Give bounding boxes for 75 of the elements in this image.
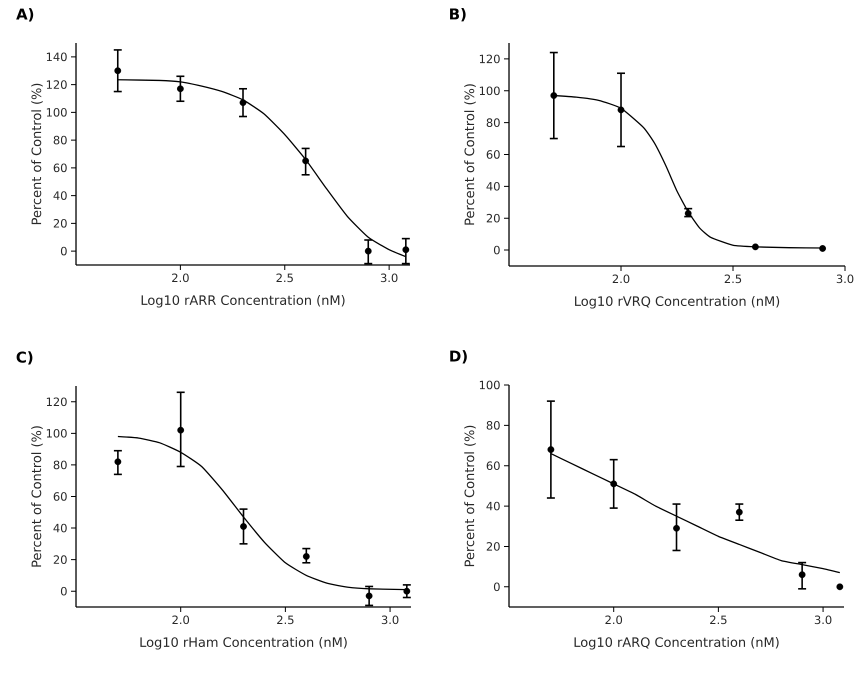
y-axis-title: Percent of Control (%) (464, 426, 476, 566)
chart-title: B) (450, 8, 466, 22)
point (752, 243, 759, 250)
point (684, 210, 692, 217)
y-tick-label: 80 (486, 118, 500, 127)
y-tick-label: 100 (46, 108, 67, 117)
y-axis-title: Percent of Control (%) (31, 426, 43, 567)
x-axis-title: Log10 rARQ Concentration (nM) (574, 637, 779, 650)
point (610, 480, 618, 488)
x-tick-label: 2.0 (172, 274, 189, 282)
y-tick-label: 80 (486, 421, 500, 430)
point (836, 583, 844, 590)
x-tick-label: 3.0 (836, 274, 854, 284)
y-tick-label: 140 (46, 52, 67, 62)
point (364, 248, 372, 254)
y-axis-title: Percent of Control (%) (464, 84, 476, 225)
y-tick-label: 40 (53, 524, 67, 532)
x-tick-label: 3.0 (382, 616, 398, 624)
y-tick-label: 100 (46, 429, 67, 438)
x-tick-label: 2.0 (172, 616, 190, 624)
y-tick-label: 20 (486, 214, 500, 223)
x-tick-label: 2.5 (724, 274, 742, 284)
y-tick-label: 20 (54, 219, 67, 228)
point (302, 158, 310, 164)
chart-title: C) (16, 351, 32, 365)
y-tick-label: 60 (54, 164, 67, 172)
y-tick-label: 60 (486, 461, 500, 470)
y-tick-label: 40 (53, 191, 67, 200)
point (547, 446, 554, 453)
x-tick-label: 2.0 (612, 274, 630, 284)
point (177, 426, 184, 434)
y-tick-label: 120 (46, 80, 67, 89)
y-tick-label: 20 (54, 555, 67, 564)
point (114, 67, 122, 74)
chart-title: A) (16, 8, 34, 22)
x-tick-label: 3.0 (380, 274, 398, 282)
y-tick-label: 0 (60, 586, 67, 596)
y-tick-label: 80 (54, 136, 67, 144)
point (176, 85, 184, 92)
x-axis-title: Log10 rVRQ Concentration (nM) (575, 296, 780, 309)
point (402, 246, 410, 254)
point (673, 524, 680, 532)
point (798, 571, 806, 578)
point (550, 92, 558, 99)
point (618, 106, 624, 114)
y-tick-label: 0 (494, 246, 500, 254)
x-tick-label: 3.0 (814, 616, 832, 624)
y-tick-label: 60 (486, 150, 500, 159)
point (302, 553, 310, 560)
y-tick-label: 0 (60, 246, 67, 256)
chart-title: D) (450, 350, 467, 364)
point (819, 245, 826, 252)
x-tick-label: 2.5 (276, 274, 293, 282)
point (114, 458, 122, 466)
point (366, 592, 373, 600)
y-tick-label: 60 (54, 492, 67, 501)
x-tick-label: 2.0 (605, 616, 622, 624)
y-axis-title: Percent of Control (%) (31, 84, 43, 224)
point (240, 99, 246, 106)
x-axis-title: Log10 rARR Concentration (nM) (142, 295, 345, 308)
y-tick-label: 80 (54, 460, 67, 470)
y-tick-label: 120 (480, 54, 500, 64)
y-tick-label: 20 (486, 542, 500, 551)
y-tick-label: 100 (480, 86, 500, 96)
y-tick-label: 100 (480, 380, 500, 390)
x-tick-label: 2.5 (277, 616, 294, 624)
y-tick-label: 40 (486, 182, 500, 191)
y-tick-label: 40 (486, 502, 500, 510)
point (240, 523, 247, 530)
y-tick-label: 0 (494, 582, 500, 592)
x-axis-title: Log10 rHam Concentration (nM) (140, 637, 347, 650)
point (403, 588, 410, 595)
y-tick-label: 120 (46, 397, 67, 406)
x-tick-label: 2.5 (710, 616, 726, 624)
point (736, 508, 743, 516)
